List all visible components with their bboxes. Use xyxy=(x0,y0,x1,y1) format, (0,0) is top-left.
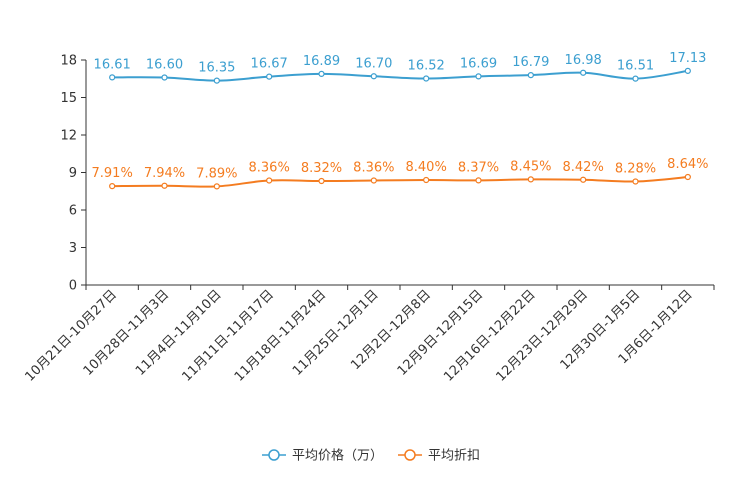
data-label: 16.70 xyxy=(355,56,392,71)
data-label: 16.69 xyxy=(460,56,497,71)
y-tick-label: 9 xyxy=(69,166,77,181)
chart-axes: 036912151810月21日-10月27日10月28日-11月3日11月4日… xyxy=(23,54,715,385)
data-point[interactable] xyxy=(632,178,639,185)
data-point[interactable] xyxy=(109,74,116,81)
chart-series: 16.61 16.60 16.35 16.67 16.89 16.70 16.52 16.69… xyxy=(92,51,708,190)
x-tick-label: 12月23日-12月29日 xyxy=(494,287,591,384)
data-point[interactable] xyxy=(580,69,587,76)
data-point[interactable] xyxy=(632,75,639,82)
x-tick-label: 12月16日-12月22日 xyxy=(441,287,538,384)
data-label: 7.91% xyxy=(92,166,133,181)
legend-swatch-marker xyxy=(268,449,280,461)
data-label: 8.64% xyxy=(667,157,708,172)
series-avg-discount: 7.91% 7.94% 7.89% 8.36% 8.32% 8.36% 8.40% 8.37%… xyxy=(92,157,708,190)
data-point[interactable] xyxy=(161,182,168,189)
data-label: 16.52 xyxy=(408,59,445,74)
data-label: 8.45% xyxy=(510,159,551,174)
data-point[interactable] xyxy=(109,183,116,190)
data-label: 8.42% xyxy=(563,160,604,175)
y-tick-label: 15 xyxy=(60,91,77,106)
chart-legend[interactable]: 平均价格（万） 平均折扣 xyxy=(262,448,480,464)
data-label: 8.28% xyxy=(615,162,656,177)
data-label: 16.60 xyxy=(146,58,183,73)
series-line xyxy=(112,69,688,82)
series-avg-price: 16.61 16.60 16.35 16.67 16.89 16.70 16.52 16.69… xyxy=(94,51,706,84)
data-point[interactable] xyxy=(580,176,587,183)
data-point[interactable] xyxy=(527,72,534,79)
data-point[interactable] xyxy=(213,183,220,190)
legend-item-avg-price[interactable]: 平均价格（万） xyxy=(262,448,383,464)
data-point[interactable] xyxy=(266,177,273,184)
data-point[interactable] xyxy=(527,176,534,183)
data-label: 8.40% xyxy=(406,160,447,175)
data-point[interactable] xyxy=(475,73,482,80)
data-point[interactable] xyxy=(684,173,691,181)
y-tick-label: 0 xyxy=(69,279,77,294)
x-tick-label: 11月11日-11月17日 xyxy=(180,287,277,384)
y-tick-label: 18 xyxy=(60,54,77,69)
data-label: 8.36% xyxy=(353,161,394,176)
data-point[interactable] xyxy=(318,177,325,185)
data-label: 16.98 xyxy=(565,53,602,68)
data-point[interactable] xyxy=(423,75,430,82)
data-label: 16.79 xyxy=(512,55,549,70)
y-tick-label: 12 xyxy=(60,129,77,144)
y-tick-label: 3 xyxy=(69,241,77,256)
x-tick-label: 11月18日-11月24日 xyxy=(232,287,329,384)
data-label: 16.35 xyxy=(198,61,235,76)
data-label: 17.13 xyxy=(669,51,706,66)
data-label: 8.36% xyxy=(249,161,290,176)
legend-swatch-marker xyxy=(404,449,416,461)
data-label: 7.94% xyxy=(144,166,185,181)
legend-label: 平均折扣 xyxy=(428,449,480,464)
data-label: 7.89% xyxy=(196,166,237,181)
data-label: 8.37% xyxy=(458,160,499,175)
data-point[interactable] xyxy=(161,74,168,81)
legend-item-avg-discount[interactable]: 平均折扣 xyxy=(398,449,480,464)
data-point[interactable] xyxy=(475,177,482,184)
y-tick-label: 6 xyxy=(69,204,77,219)
data-label: 8.32% xyxy=(301,161,342,176)
legend-label: 平均价格（万） xyxy=(292,448,383,464)
data-point[interactable] xyxy=(318,70,325,77)
data-label: 16.67 xyxy=(251,57,288,72)
data-point[interactable] xyxy=(423,176,430,184)
data-point[interactable] xyxy=(370,177,377,184)
x-tick-label: 10月21日-10月27日 xyxy=(23,287,120,384)
data-point[interactable] xyxy=(370,73,377,80)
data-label: 16.51 xyxy=(617,59,654,74)
series-line xyxy=(112,176,688,188)
data-point[interactable] xyxy=(266,73,273,80)
data-label: 16.61 xyxy=(94,57,131,72)
data-label: 16.89 xyxy=(303,54,340,69)
data-point[interactable] xyxy=(684,67,691,74)
data-point[interactable] xyxy=(213,77,220,84)
